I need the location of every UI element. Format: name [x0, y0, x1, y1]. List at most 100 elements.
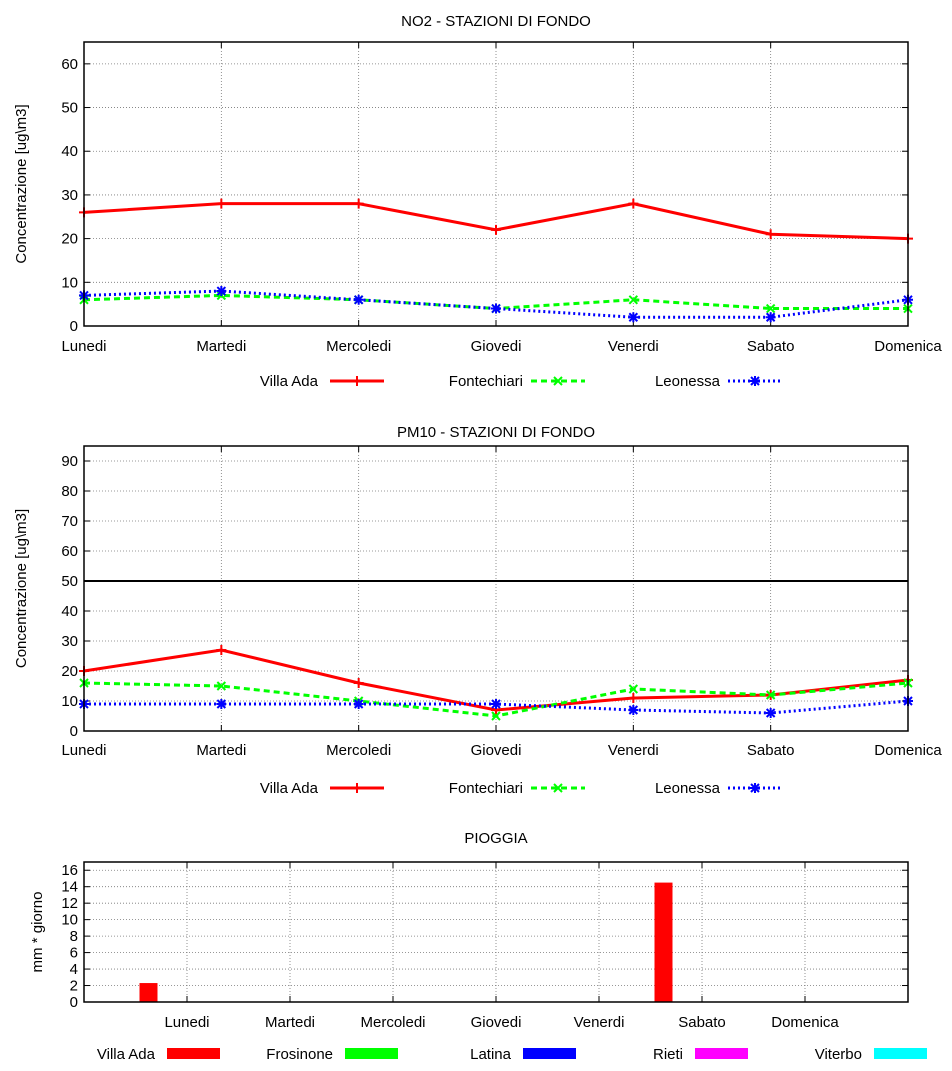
chart3-x-tick-label: Giovedi	[471, 1014, 522, 1031]
chart1-point-1	[765, 229, 776, 240]
chart3-legend-label: Viterbo	[815, 1046, 862, 1063]
chart2-y-tick-label: 90	[61, 453, 78, 470]
chart2-y-tick-label: 80	[61, 483, 78, 500]
chart2-legend-label: Leonessa	[655, 780, 721, 797]
chart1-y-tick-label: 0	[70, 318, 78, 335]
chart3-legend-swatch	[167, 1048, 220, 1059]
chart1-y-tick-label: 60	[61, 56, 78, 73]
chart2-point-3	[765, 708, 776, 718]
chart1-y-tick-label: 30	[61, 187, 78, 204]
chart3-y-tick-label: 6	[70, 945, 78, 962]
chart3-legend-swatch	[695, 1048, 748, 1059]
chart3-x-tick-label: Venerdi	[574, 1014, 625, 1031]
chart2-x-tick-label: Sabato	[747, 742, 795, 759]
chart1-x-tick-label: Venerdi	[608, 338, 659, 355]
chart2-x-tick-label: Mercoledi	[326, 742, 391, 759]
chart1-point-3	[491, 303, 501, 314]
chart2-y-tick-label: 70	[61, 513, 78, 530]
chart2-point-2	[628, 684, 639, 694]
chart1-y-tick-label: 10	[61, 274, 78, 291]
chart3-legend-label: Villa Ada	[97, 1046, 156, 1063]
chart3-x-tick-label: Lunedi	[164, 1014, 209, 1031]
chart1-legend-label: Leonessa	[655, 373, 721, 390]
chart1-point-1	[491, 224, 501, 235]
chart2-point-1	[628, 693, 639, 703]
chart2-x-tick-label: Giovedi	[471, 742, 522, 759]
chart3-bar	[139, 983, 158, 1002]
chart3-legend-label: Rieti	[653, 1046, 683, 1063]
chart1-x-tick-label: Martedi	[196, 338, 246, 355]
chart3-y-tick-label: 4	[70, 961, 78, 978]
chart2-point-2	[491, 711, 501, 721]
chart2-y-tick-label: 0	[70, 723, 78, 740]
chart1-x-tick-label: Mercoledi	[326, 338, 391, 355]
chart1-point-2	[765, 303, 776, 314]
chart1-point-3	[216, 286, 227, 297]
chart1-legend-marker	[750, 376, 760, 386]
chart2-y-tick-label: 30	[61, 633, 78, 650]
chart3-y-tick-label: 16	[61, 862, 78, 879]
chart3-x-tick-label: Sabato	[678, 1014, 726, 1031]
chart1-x-tick-label: Domenica	[874, 338, 942, 355]
chart2-title: PM10 - STAZIONI DI FONDO	[397, 424, 595, 441]
chart3-y-axis-label: mm * giorno	[29, 892, 46, 973]
chart1-x-tick-label: Giovedi	[471, 338, 522, 355]
chart1-point-3	[628, 312, 639, 323]
chart3-y-tick-label: 10	[61, 912, 78, 929]
chart1-x-tick-label: Sabato	[747, 338, 795, 355]
chart1-point-3	[353, 294, 364, 305]
chart1-point-1	[216, 198, 227, 209]
chart3-y-tick-label: 0	[70, 994, 78, 1011]
chart2-legend-marker	[352, 783, 362, 793]
chart3-legend-swatch	[523, 1048, 576, 1059]
chart3-title: PIOGGIA	[464, 830, 527, 847]
chart1-legend-marker	[352, 376, 362, 386]
chart3-x-tick-label: Mercoledi	[360, 1014, 425, 1031]
chart1-y-tick-label: 50	[61, 100, 78, 117]
chart2-y-tick-label: 50	[61, 573, 78, 590]
chart2-y-axis-label: Concentrazione [ug\m3]	[13, 509, 30, 668]
chart1-plot-frame	[83, 41, 909, 327]
chart1-x-tick-label: Lunedi	[61, 338, 106, 355]
chart2-plot-frame	[83, 445, 909, 732]
chart1-point-3	[765, 312, 776, 323]
chart1-y-tick-label: 20	[61, 231, 78, 248]
chart3-bar	[654, 882, 673, 1002]
chart2-point-3	[491, 699, 501, 709]
chart3-y-tick-label: 2	[70, 978, 78, 995]
chart2-x-tick-label: Martedi	[196, 742, 246, 759]
chart3-y-tick-label: 14	[61, 879, 78, 896]
chart2-y-tick-label: 60	[61, 543, 78, 560]
chart1-legend-label: Fontechiari	[449, 373, 523, 390]
chart1-point-1	[353, 198, 364, 209]
chart1-point-1	[628, 198, 639, 209]
chart2-y-tick-label: 10	[61, 693, 78, 710]
chart3-plot-frame	[83, 861, 909, 1003]
chart3-legend-swatch	[345, 1048, 398, 1059]
chart2-point-3	[216, 699, 227, 709]
chart3-y-tick-label: 12	[61, 895, 78, 912]
chart3-legend-label: Frosinone	[266, 1046, 333, 1063]
chart3-y-tick-label: 8	[70, 928, 78, 945]
chart2-x-tick-label: Lunedi	[61, 742, 106, 759]
chart2-point-2	[216, 681, 227, 691]
chart1-legend-marker	[553, 376, 563, 386]
chart2-x-tick-label: Domenica	[874, 742, 942, 759]
chart2-point-1	[216, 645, 227, 655]
chart2-legend-marker	[553, 783, 563, 793]
chart1-y-tick-label: 40	[61, 143, 78, 160]
chart3-x-tick-label: Domenica	[771, 1014, 839, 1031]
chart2-x-tick-label: Venerdi	[608, 742, 659, 759]
chart2-legend-label: Fontechiari	[449, 780, 523, 797]
chart2-point-3	[353, 699, 364, 709]
chart2-point-1	[353, 678, 364, 688]
chart2-point-2	[765, 690, 776, 700]
chart2-legend-marker	[750, 783, 760, 793]
chart3-x-tick-label: Martedi	[265, 1014, 315, 1031]
chart2-y-tick-label: 40	[61, 603, 78, 620]
chart1-y-axis-label: Concentrazione [ug\m3]	[13, 104, 30, 263]
chart2-legend-label: Villa Ada	[260, 780, 319, 797]
chart2-y-tick-label: 20	[61, 663, 78, 680]
